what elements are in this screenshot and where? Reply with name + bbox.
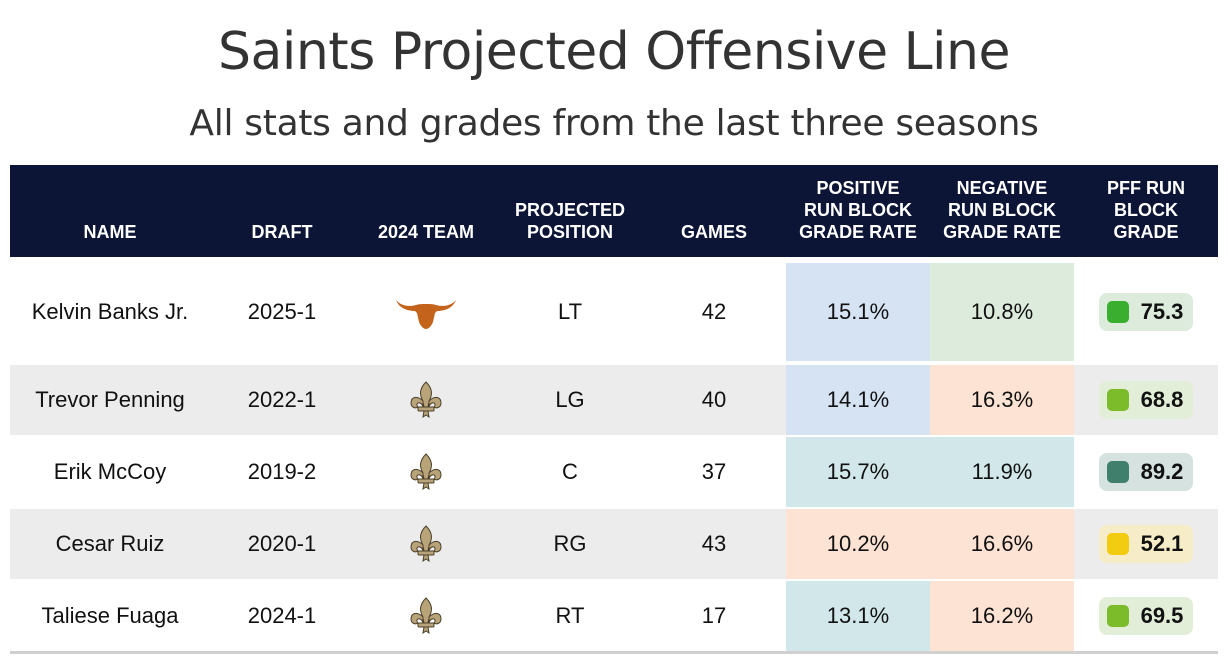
negative-rate-shade xyxy=(930,263,1074,361)
grade-cell: 89.2 xyxy=(1074,437,1218,507)
header-team: 2024 TEAM xyxy=(377,222,475,242)
table-row: Kelvin Banks Jr. 2025-1 LT 42 15.1% 10.8% 75.… xyxy=(10,263,1218,361)
grade-value: 89.2 xyxy=(1140,459,1184,484)
fleur-de-lis-logo-icon xyxy=(354,437,498,507)
negative-rate-value: 16.2% xyxy=(970,603,1034,628)
grade-value: 68.8 xyxy=(1140,387,1184,412)
grade-badge: 69.5 xyxy=(1098,597,1194,635)
grade-value: 52.1 xyxy=(1140,531,1184,556)
games-value: 42 xyxy=(701,299,727,324)
negative-rate-shade xyxy=(930,437,1074,507)
grade-value: 69.5 xyxy=(1140,603,1184,628)
chart-title: Saints Projected Offensive Line xyxy=(218,22,1010,82)
negative-rate-shade xyxy=(930,581,1074,651)
draft-value: 2025-1 xyxy=(247,299,317,324)
grade-color-square-icon xyxy=(1106,301,1129,323)
negative-rate-value: 16.6% xyxy=(970,531,1034,556)
grade-color-square-icon xyxy=(1106,389,1129,411)
positive-rate-value: 15.1% xyxy=(826,299,890,324)
position-value: LT xyxy=(557,299,583,324)
grade-value: 75.3 xyxy=(1140,299,1184,324)
chart-subtitle: All stats and grades from the last three… xyxy=(189,103,1039,144)
grade-cell: 52.1 xyxy=(1074,509,1218,579)
negative-rate-shade xyxy=(930,365,1074,435)
games-value: 17 xyxy=(701,603,727,628)
positive-rate-value: 15.7% xyxy=(826,459,890,484)
header-games: GAMES xyxy=(680,222,747,242)
draft-value: 2020-1 xyxy=(247,531,317,556)
header-negative-rate: NEGATIVE RUN BLOCK GRADE RATE xyxy=(943,178,1061,242)
header-draft: DRAFT xyxy=(251,222,313,242)
positive-rate-value: 10.2% xyxy=(826,531,890,556)
grade-color-square-icon xyxy=(1106,461,1129,483)
grade-cell: 68.8 xyxy=(1074,365,1218,435)
fleur-de-lis-logo-icon xyxy=(354,365,498,435)
draft-value: 2019-2 xyxy=(247,459,317,484)
longhorn-logo-icon xyxy=(354,263,498,361)
player-name: Trevor Penning xyxy=(35,387,185,412)
negative-rate-value: 10.8% xyxy=(970,299,1034,324)
grade-cell: 75.3 xyxy=(1074,263,1218,361)
grade-badge: 68.8 xyxy=(1098,381,1194,419)
positive-rate-shade xyxy=(786,365,930,435)
games-value: 43 xyxy=(701,531,727,556)
games-value: 40 xyxy=(701,387,727,412)
player-name: Erik McCoy xyxy=(53,459,167,484)
draft-value: 2024-1 xyxy=(247,603,317,628)
table-row: Erik McCoy 2019-2 C 37 15.7% 11.9% 89.2 xyxy=(10,437,1218,507)
player-name: Cesar Ruiz xyxy=(55,531,165,556)
header-position: PROJECTED POSITION xyxy=(514,200,626,242)
position-value: RG xyxy=(553,531,587,556)
grade-color-square-icon xyxy=(1106,533,1129,555)
table-row: Trevor Penning 2022-1 LG 40 14.1% 16.3% 68.8 xyxy=(10,365,1218,435)
table-bottom-border xyxy=(10,651,1218,654)
grade-cell: 69.5 xyxy=(1074,581,1218,651)
header-name: NAME xyxy=(83,222,137,242)
positive-rate-shade xyxy=(786,437,930,507)
grade-badge: 75.3 xyxy=(1098,293,1194,331)
table-row: Taliese Fuaga 2024-1 RT 17 13.1% 16.2% 69.5 xyxy=(10,581,1218,651)
grade-badge: 52.1 xyxy=(1098,525,1194,563)
header-positive-rate: POSITIVE RUN BLOCK GRADE RATE xyxy=(799,178,917,242)
header-grade: PFF RUN BLOCK GRADE xyxy=(1107,178,1185,242)
position-value: C xyxy=(562,459,578,484)
draft-value: 2022-1 xyxy=(247,387,317,412)
fleur-de-lis-logo-icon xyxy=(354,581,498,651)
table-header: NAME DRAFT 2024 TEAM PROJECTED POSITION … xyxy=(10,165,1218,257)
negative-rate-value: 16.3% xyxy=(970,387,1034,412)
grade-badge: 89.2 xyxy=(1098,453,1194,491)
position-value: LG xyxy=(555,387,585,412)
position-value: RT xyxy=(555,603,585,628)
negative-rate-shade xyxy=(930,509,1074,579)
games-value: 37 xyxy=(701,459,727,484)
negative-rate-value: 11.9% xyxy=(971,459,1033,484)
grade-color-square-icon xyxy=(1106,605,1129,627)
positive-rate-value: 13.1% xyxy=(826,603,890,628)
player-name: Taliese Fuaga xyxy=(41,603,179,628)
positive-rate-shade xyxy=(786,509,930,579)
positive-rate-shade xyxy=(786,263,930,361)
player-name: Kelvin Banks Jr. xyxy=(31,299,189,324)
fleur-de-lis-logo-icon xyxy=(354,509,498,579)
positive-rate-value: 14.1% xyxy=(826,387,890,412)
table-row: Cesar Ruiz 2020-1 RG 43 10.2% 16.6% 52.1 xyxy=(10,509,1218,579)
positive-rate-shade xyxy=(786,581,930,651)
